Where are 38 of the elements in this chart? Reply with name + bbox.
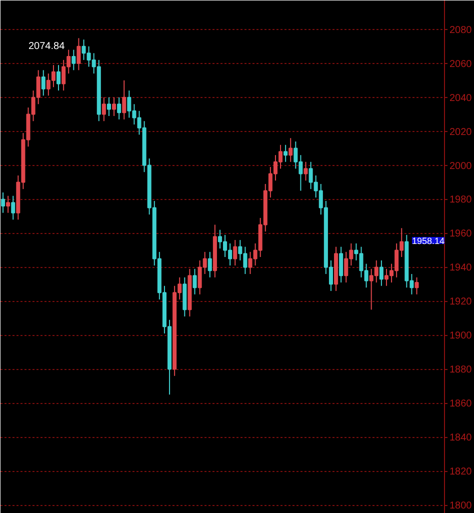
candlestick bbox=[304, 161, 308, 182]
y-tick-label: 2080 bbox=[450, 24, 472, 36]
y-tick-label: 1880 bbox=[450, 364, 472, 376]
candlestick bbox=[288, 138, 293, 162]
candlestick bbox=[117, 96, 122, 120]
y-tick-label: 2060 bbox=[450, 58, 472, 70]
y-tick-label: 1840 bbox=[450, 432, 472, 444]
annotation: 2074.84 bbox=[28, 41, 66, 52]
y-tick-label: 1820 bbox=[450, 466, 472, 478]
y-tick-label: 1900 bbox=[450, 330, 472, 342]
candlestick bbox=[192, 268, 197, 295]
y-tick-label: 2040 bbox=[450, 92, 472, 104]
candlestick bbox=[208, 251, 212, 278]
candlestick bbox=[122, 80, 126, 120]
candlestick bbox=[41, 70, 46, 96]
candlestick bbox=[6, 195, 10, 214]
y-tick-label: 2020 bbox=[450, 126, 472, 138]
candlestick bbox=[414, 276, 419, 295]
annotation: 1958.14 bbox=[412, 236, 445, 246]
candlestick bbox=[11, 195, 16, 220]
candlestick bbox=[76, 38, 81, 71]
candlestick bbox=[284, 144, 288, 162]
y-tick-label: 1860 bbox=[450, 398, 472, 410]
candlestick bbox=[56, 64, 61, 92]
y-tick-label: 1800 bbox=[450, 500, 472, 512]
y-tick-label: 1980 bbox=[450, 194, 472, 206]
candlestick bbox=[1, 192, 6, 214]
candlestick bbox=[233, 240, 238, 266]
candlestick bbox=[72, 49, 76, 71]
candlestick bbox=[106, 96, 111, 117]
candlestick bbox=[379, 260, 384, 286]
y-tick-label: 1920 bbox=[450, 296, 472, 308]
y-tick-label: 1940 bbox=[450, 262, 472, 274]
candlestick bbox=[339, 246, 344, 283]
candlestick bbox=[112, 96, 116, 117]
y-tick-label: 2000 bbox=[450, 160, 472, 172]
candlestick bbox=[102, 96, 106, 122]
y-tick-label: 1960 bbox=[450, 228, 472, 240]
